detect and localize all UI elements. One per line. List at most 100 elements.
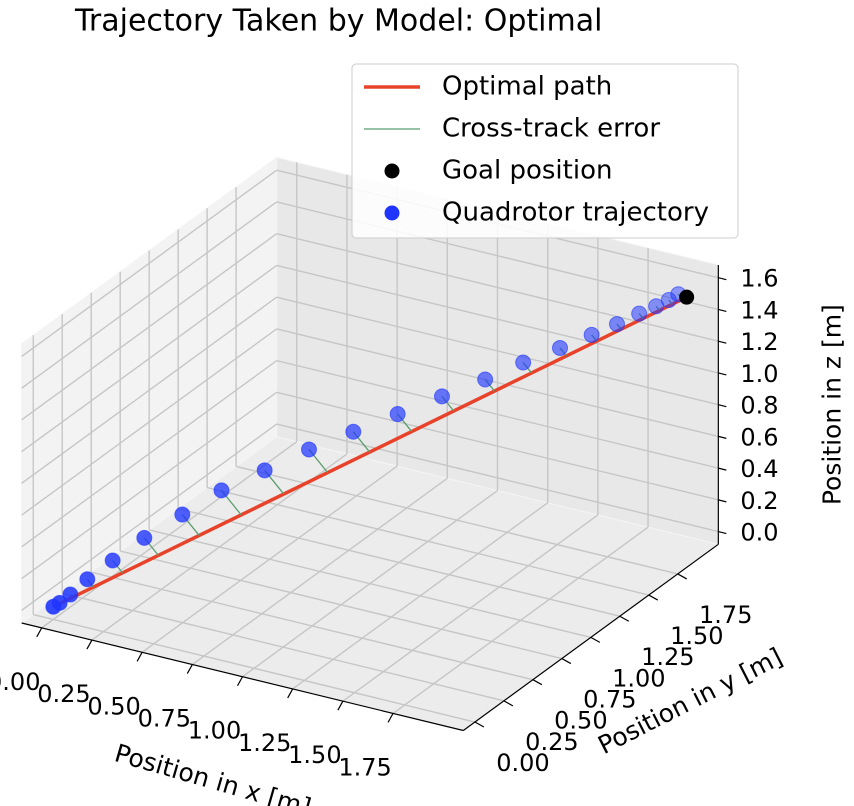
grid-line (276, 201, 719, 311)
z-tick-label: 1.0 (740, 360, 778, 388)
tick-mark (718, 499, 727, 503)
legend-box (351, 63, 739, 239)
grid-line (276, 391, 719, 501)
grid-line (276, 423, 719, 533)
y-tick-label: 1.75 (699, 601, 752, 629)
tick-mark (718, 372, 727, 376)
z-tick-label: 1.4 (740, 296, 778, 324)
trajectory-point (515, 354, 532, 371)
y-tick-label: 0.25 (525, 728, 578, 756)
trajectory-point (345, 423, 362, 440)
tick-mark (474, 721, 485, 728)
tick-mark (718, 277, 727, 281)
goal-point (679, 289, 695, 305)
grid-line (21, 296, 278, 484)
trajectory-point (648, 298, 665, 315)
y-tick-label: 1.00 (612, 664, 665, 692)
z-axis-label: Position in z [m] (817, 304, 846, 505)
tick-mark (561, 658, 572, 665)
trajectory-point (608, 316, 625, 333)
tick-mark (36, 627, 43, 638)
x-tick-label: 1.75 (338, 753, 391, 781)
tick-mark (236, 676, 244, 687)
trajectory-point (631, 305, 648, 322)
grid-line (276, 359, 719, 469)
grid-line (120, 550, 563, 660)
tick-mark (718, 404, 727, 408)
tick-mark (718, 340, 727, 344)
x-tick-label: 0.75 (138, 705, 191, 733)
tick-mark (387, 713, 394, 723)
x-tick-label: 0.50 (87, 692, 140, 720)
cross-track-line (668, 299, 673, 305)
tick-mark (503, 700, 514, 707)
tick-mark (337, 700, 344, 711)
optimal-path (52, 295, 688, 609)
legend-label: Cross-track error (442, 114, 660, 144)
y-axis (462, 543, 719, 731)
x-tick-label: 1.50 (288, 741, 341, 769)
tick-mark (677, 573, 688, 580)
grid-line (33, 613, 476, 723)
x-axis (21, 622, 464, 732)
z-tick-label: 0.8 (740, 392, 778, 420)
trajectory-point (136, 529, 153, 546)
tick-mark (590, 636, 601, 643)
trajectory-point (174, 506, 191, 523)
grid-line (21, 169, 278, 357)
tick-mark (718, 435, 727, 439)
grid-line (62, 592, 505, 702)
trajectory-point (213, 482, 230, 499)
grid-line (276, 233, 719, 342)
trajectory-point (62, 586, 79, 603)
trajectory-point (660, 292, 677, 309)
grid-line (276, 328, 719, 438)
x-tick-label: 1.00 (188, 717, 241, 745)
tick-mark (532, 679, 543, 686)
legend-label: Optimal path (442, 72, 612, 102)
trajectory-point (433, 388, 450, 405)
legend-swatch (384, 163, 400, 179)
trajectory-point (256, 462, 273, 479)
grid-line (91, 571, 534, 681)
tick-mark (718, 531, 727, 535)
trajectory-point (583, 326, 600, 343)
trajectory-point (551, 339, 568, 356)
legend-label: Goal position (442, 156, 612, 186)
x-tick-label: 1.25 (238, 729, 291, 757)
z-tick-label: 0.2 (740, 487, 778, 515)
tick-mark (718, 308, 727, 313)
grid-line (206, 486, 649, 596)
y-tick-label: 0.75 (583, 686, 636, 714)
grid-line (21, 360, 278, 548)
y-tick-label: 1.50 (670, 622, 723, 650)
legend-swatch (384, 205, 400, 221)
grid-line (276, 264, 719, 374)
trajectory-point (300, 441, 317, 458)
grid-line (21, 264, 278, 453)
grid-line (235, 465, 678, 575)
tick-mark (287, 688, 294, 699)
z-tick-label: 1.2 (740, 328, 778, 356)
trajectory-point (104, 552, 121, 569)
tick-mark (718, 467, 727, 471)
grid-line (21, 423, 278, 611)
z-tick-label: 0.4 (740, 455, 778, 483)
y-tick-label: 0.50 (554, 707, 607, 735)
z-tick-label: 1.6 (740, 265, 778, 293)
y-tick-label: 0.00 (496, 749, 549, 777)
y-tick-label: 1.25 (641, 643, 694, 671)
legend-label: Quadrotor trajectory (442, 198, 709, 228)
z-tick-label: 0.0 (740, 519, 778, 547)
trajectory-point (477, 371, 494, 388)
grid-line (21, 391, 278, 580)
trajectory-point (389, 406, 406, 423)
tick-mark (86, 639, 93, 650)
grid-line (276, 296, 719, 406)
grid-line (177, 508, 620, 617)
x-tick-label: 0.25 (37, 680, 90, 708)
tick-mark (648, 594, 659, 601)
grid-line (149, 529, 591, 639)
tick-mark (619, 615, 630, 622)
